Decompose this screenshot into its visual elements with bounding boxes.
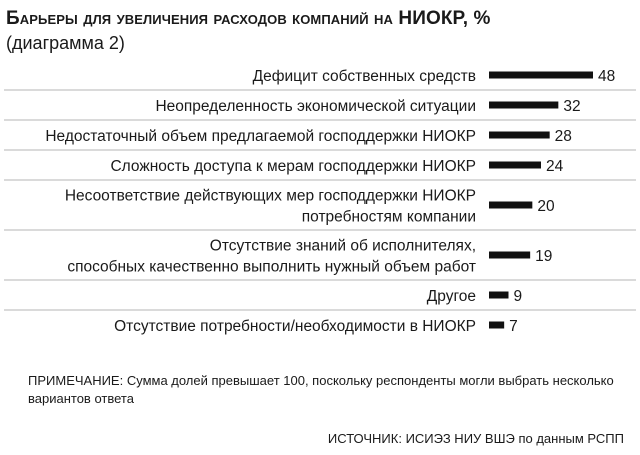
- chart-row: Несоответствие действующих мер господдер…: [65, 188, 555, 226]
- value-label: 20: [537, 198, 555, 215]
- bar: [489, 131, 550, 139]
- category-label: Сложность доступа к мерам господдержки Н…: [110, 158, 476, 175]
- category-label: Другое: [427, 288, 476, 305]
- bar: [489, 161, 541, 169]
- value-label: 7: [509, 318, 518, 335]
- chart-row: Сложность доступа к мерам господдержки Н…: [110, 158, 563, 175]
- value-label: 19: [535, 248, 552, 265]
- chart-note: ПРИМЕЧАНИЕ: Сумма долей превышает 100, п…: [28, 373, 614, 406]
- bar-chart: Дефицит собственных средств 48 Неопределен…: [4, 68, 636, 335]
- chart-subtitle: (диаграмма 2): [6, 33, 125, 53]
- chart-title: Барьеры для увеличения расходов компаний…: [6, 8, 491, 29]
- category-label: потребностям компании: [302, 209, 476, 226]
- chart-row: Недостаточный объем предлагаемой господд…: [45, 128, 572, 145]
- category-label: Отсутствие потребности/необходимости в Н…: [114, 318, 476, 335]
- value-label: 24: [546, 158, 564, 175]
- category-label: способных качественно выполнить нужный о…: [67, 259, 476, 276]
- category-label: Дефицит собственных средств: [253, 68, 476, 85]
- chart-row: Другое 9: [427, 288, 522, 305]
- value-label: 9: [514, 288, 523, 305]
- value-label: 48: [598, 68, 615, 85]
- value-label: 28: [555, 128, 572, 145]
- bar: [489, 101, 559, 109]
- chart-row: Неопределенность экономической ситуации 3…: [155, 98, 580, 115]
- category-label: Отсутствие знаний об исполнителях,: [210, 238, 476, 255]
- category-label: Недостаточный объем предлагаемой господд…: [45, 128, 476, 145]
- bar: [489, 71, 593, 79]
- category-label: Неопределенность экономической ситуации: [155, 98, 476, 115]
- bar: [489, 201, 533, 209]
- bar: [489, 291, 509, 299]
- category-label: Несоответствие действующих мер господдер…: [65, 188, 476, 205]
- chart-source: ИСТОЧНИК: ИСИЭЗ НИУ ВШЭ по данным РСПП: [327, 431, 624, 446]
- chart-row: Дефицит собственных средств 48: [253, 68, 616, 85]
- chart-row: Отсутствие знаний об исполнителях, способ…: [67, 238, 552, 276]
- value-label: 32: [563, 98, 580, 115]
- chart-row: Отсутствие потребности/необходимости в Н…: [114, 318, 518, 335]
- bar: [489, 251, 531, 259]
- bar: [489, 321, 505, 329]
